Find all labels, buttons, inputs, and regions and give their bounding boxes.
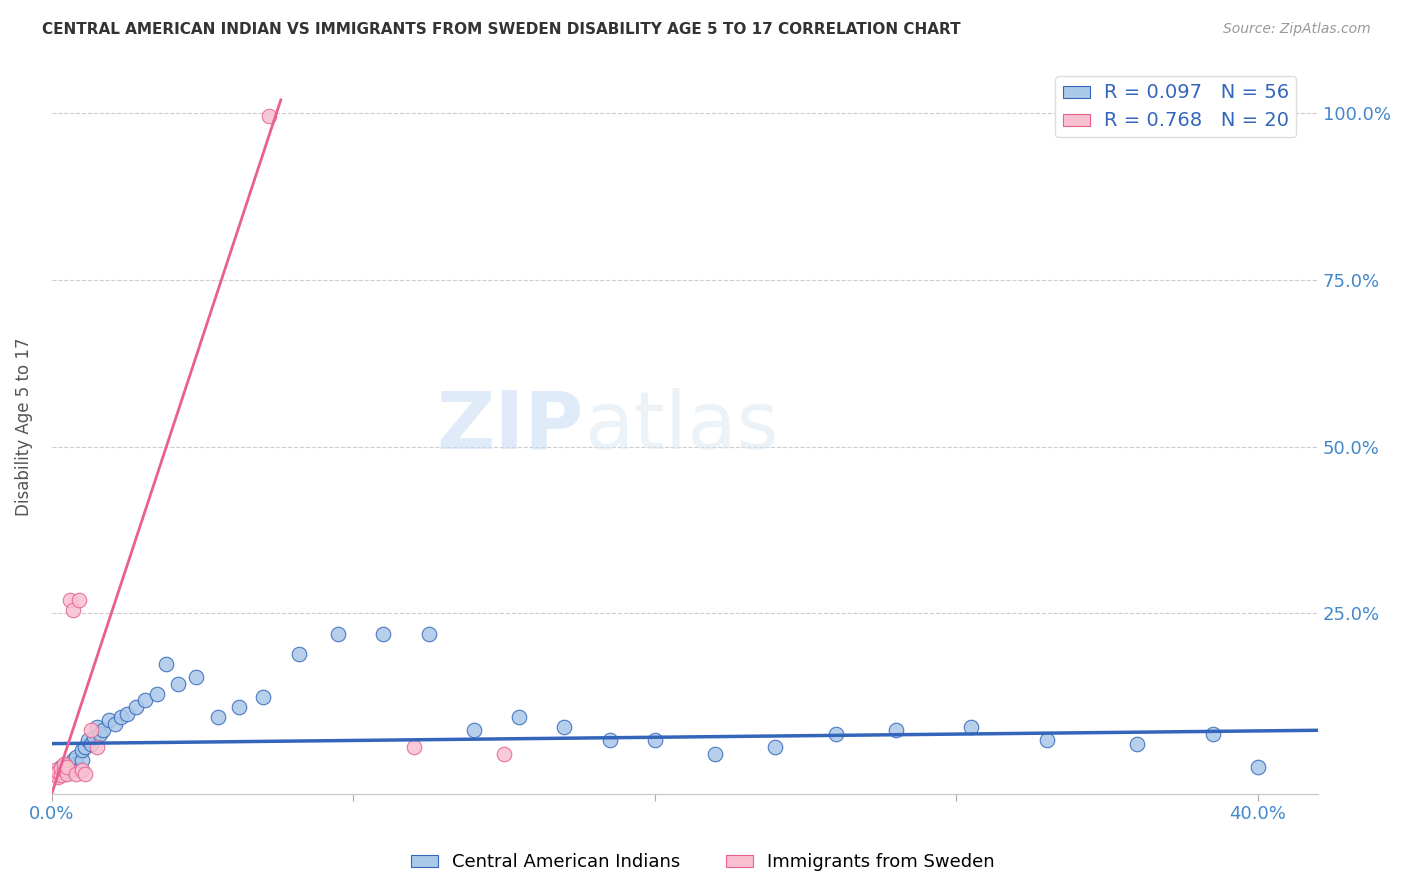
Point (44, 764, 66, 778)
Point (167, 676, 190, 690)
Point (59, 593, 82, 607)
Text: Source: ZipAtlas.com: Source: ZipAtlas.com (1223, 22, 1371, 37)
Point (52, 764, 75, 778)
Point (59, 761, 82, 775)
Point (492, 747, 515, 761)
Point (553, 720, 575, 734)
Point (49, 765, 72, 780)
Point (70, 753, 93, 767)
Point (56, 758, 79, 772)
Text: ZIP: ZIP (436, 388, 583, 466)
Point (62, 753, 84, 767)
Point (155, 657, 177, 671)
Point (1201, 726, 1223, 740)
Point (1126, 737, 1149, 751)
Point (62, 760, 84, 774)
Point (257, 109, 280, 123)
Point (70, 764, 93, 778)
Point (704, 747, 727, 761)
Point (644, 733, 666, 747)
Point (73, 766, 96, 780)
Y-axis label: Disability Age 5 to 17: Disability Age 5 to 17 (15, 337, 32, 516)
Point (134, 693, 156, 707)
Point (52, 766, 75, 780)
Point (186, 670, 208, 684)
Point (373, 626, 395, 640)
Point (67, 764, 90, 778)
Point (763, 739, 786, 754)
Point (599, 733, 621, 747)
Point (91, 723, 114, 738)
Point (89, 726, 111, 740)
Point (418, 626, 440, 640)
Point (65, 750, 87, 764)
Point (328, 626, 350, 640)
Point (252, 690, 274, 704)
Point (463, 723, 485, 738)
Point (59, 756, 82, 771)
Point (960, 720, 983, 734)
Point (110, 710, 132, 724)
Point (1036, 733, 1059, 747)
Legend: Central American Indians, Immigrants from Sweden: Central American Indians, Immigrants fro… (404, 847, 1002, 879)
Point (67, 593, 90, 607)
Point (146, 687, 169, 701)
Point (46, 765, 69, 780)
Point (80, 723, 103, 738)
Point (56, 764, 79, 778)
Point (98, 713, 121, 727)
Legend: R = 0.097   N = 56, R = 0.768   N = 20: R = 0.097 N = 56, R = 0.768 N = 20 (1056, 76, 1296, 137)
Point (207, 710, 229, 724)
Point (77, 733, 100, 747)
Point (65, 756, 87, 771)
Text: CENTRAL AMERICAN INDIAN VS IMMIGRANTS FROM SWEDEN DISABILITY AGE 5 TO 17 CORRELA: CENTRAL AMERICAN INDIAN VS IMMIGRANTS FR… (42, 22, 960, 37)
Point (46, 768, 69, 782)
Point (824, 726, 846, 740)
Point (65, 766, 87, 780)
Point (104, 716, 127, 731)
Point (52, 761, 75, 775)
Point (86, 739, 108, 754)
Point (228, 700, 250, 714)
Point (508, 710, 530, 724)
Point (884, 723, 907, 738)
Point (46, 770, 69, 784)
Point (49, 761, 72, 775)
Text: atlas: atlas (583, 388, 778, 466)
Point (70, 743, 93, 757)
Point (115, 706, 138, 721)
Point (44, 766, 66, 780)
Point (49, 768, 72, 782)
Point (49, 760, 72, 774)
Point (288, 647, 311, 661)
Point (56, 766, 79, 780)
Point (44, 766, 66, 780)
Point (73, 739, 96, 754)
Point (83, 730, 105, 744)
Point (46, 764, 69, 778)
Point (52, 756, 75, 771)
Point (80, 737, 103, 751)
Point (1247, 760, 1270, 774)
Point (62, 603, 84, 617)
Point (402, 739, 425, 754)
Point (125, 700, 148, 714)
Point (56, 760, 79, 774)
Point (86, 720, 108, 734)
